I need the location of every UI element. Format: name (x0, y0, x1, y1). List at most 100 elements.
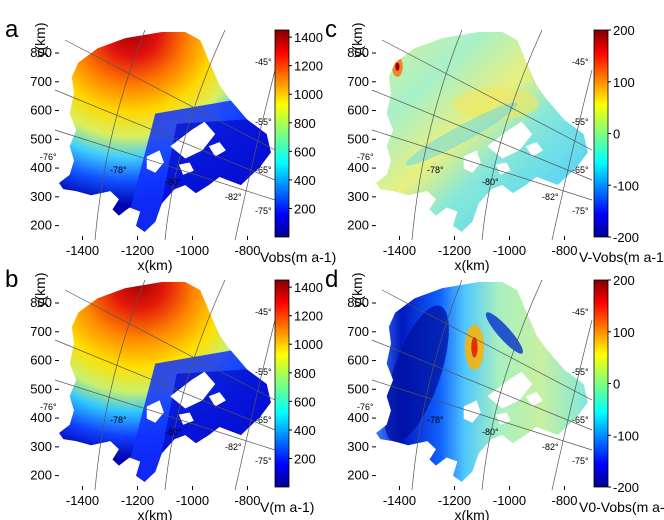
graticule-line (54, 379, 276, 451)
ice-rise-island (178, 412, 194, 425)
ice-rise-island (525, 392, 543, 407)
graticule-line (551, 69, 593, 241)
y-tick-label: 400 (30, 410, 52, 425)
x-tick-label: -1400 (66, 493, 99, 508)
colorbar-tick-label: 1000 (294, 337, 323, 352)
y-tick-label: 500 (30, 131, 52, 146)
longitude-label: -65° (255, 165, 272, 175)
longitude-label: -55° (572, 367, 589, 377)
latitude-label: -76° (357, 152, 374, 162)
colorbar (593, 29, 609, 238)
y-tick-label: 500 (347, 381, 369, 396)
longitude-label: -75° (255, 206, 272, 216)
graticule-line (54, 129, 276, 201)
graticule-line (371, 339, 593, 431)
colorbar-tick-label: 800 (294, 366, 316, 381)
graticule-line (54, 89, 276, 181)
graticule-line (64, 289, 276, 401)
ice-rise-island (208, 392, 226, 407)
y-tick-label: 600 (347, 103, 369, 118)
graticule-line (381, 39, 593, 151)
x-tick-label: -1200 (121, 493, 154, 508)
latitude-label: -80° (482, 177, 499, 187)
y-tick-label: 400 (347, 160, 369, 175)
longitude-label: -55° (572, 117, 589, 127)
y-tick-label: 600 (30, 103, 52, 118)
longitude-label: -75° (572, 456, 589, 466)
colorbar-tick-label: -100 (613, 178, 639, 193)
colorbar-tick-label: 1400 (294, 30, 323, 45)
colorbar-tick-label: -100 (613, 428, 639, 443)
y-tick-label: 700 (30, 324, 52, 339)
latitude-label: -80° (165, 177, 182, 187)
longitude-label: -65° (255, 415, 272, 425)
latitude-label: -82° (225, 192, 242, 202)
panel-letter: d (325, 266, 338, 293)
colorbar (274, 29, 290, 238)
latitude-label: -76° (40, 402, 57, 412)
longitude-label: -45° (255, 57, 272, 67)
ice-rise-island (208, 142, 226, 157)
graticule-line (551, 319, 593, 491)
longitude-label: -55° (255, 117, 272, 127)
ice-rise-island (463, 150, 481, 173)
x-tick-label: -1400 (383, 493, 416, 508)
latitude-label: -76° (40, 152, 57, 162)
ice-shelf-map (59, 282, 271, 482)
latitude-label: -76° (357, 402, 374, 412)
y-tick-label: 500 (30, 381, 52, 396)
anomaly-spot (395, 62, 400, 71)
x-tick-label: -1400 (66, 243, 99, 258)
colorbar-tick-label: 200 (613, 23, 635, 38)
colorbar-label: V0-Vobs(m a-1) (579, 499, 664, 515)
longitude-label: -65° (572, 165, 589, 175)
x-tick-label: -1200 (438, 243, 471, 258)
x-tick-label: -1000 (493, 493, 526, 508)
ice-rise-island (495, 162, 511, 175)
graticule-line (64, 39, 276, 151)
graticule-line (481, 29, 543, 241)
colorbar-tick-label: 800 (294, 116, 316, 131)
colorbar-tick-label: -200 (613, 230, 639, 245)
panel-letter: a (5, 16, 19, 43)
y-tick-label: 700 (347, 324, 369, 339)
panel-d: d -76° -78° -80° -82° -45° -55° -65° -75° -1400 -1… (325, 266, 664, 520)
colorbar (593, 279, 609, 488)
colorbar-tick-label: 400 (294, 423, 316, 438)
x-tick-label: -1000 (176, 493, 209, 508)
ice-shelf-map (59, 32, 271, 232)
y-tick-label: 200 (347, 468, 369, 483)
y-axis-label: y(km) (349, 273, 365, 308)
y-tick-label: 200 (347, 218, 369, 233)
x-axis-label: x(km) (138, 507, 173, 520)
y-tick-label: 400 (347, 410, 369, 425)
ice-rise-island (525, 142, 543, 157)
graticule-line (411, 279, 463, 491)
ice-rise-island (495, 412, 511, 425)
colorbar-tick-label: 0 (613, 127, 620, 142)
x-tick-label: -800 (551, 493, 577, 508)
panel-letter: b (5, 266, 18, 293)
y-tick-label: 300 (347, 439, 369, 454)
anomaly-spot (471, 337, 478, 358)
anomaly-band (485, 312, 523, 354)
longitude-label: -75° (255, 456, 272, 466)
y-tick-label: 300 (30, 439, 52, 454)
x-tick-label: -1400 (383, 243, 416, 258)
colorbar-tick-label: 1400 (294, 280, 323, 295)
y-tick-label: 500 (347, 131, 369, 146)
latitude-label: -82° (542, 442, 559, 452)
colorbar-tick-label: 600 (294, 144, 316, 159)
colorbar-tick-label: 1200 (294, 59, 323, 74)
anomaly-band (384, 305, 449, 443)
y-axis-label: y(km) (349, 23, 365, 58)
graticule-line (371, 129, 593, 201)
y-axis-label: y(km) (32, 273, 48, 308)
colorbar-tick-label: 1000 (294, 87, 323, 102)
longitude-label: -55° (255, 367, 272, 377)
panel-a: a -76° -78° -80° -82° -45° -55° -65° -75° -1400 -1… (5, 16, 336, 273)
graticule-line (411, 29, 463, 241)
graticule (371, 279, 593, 491)
colorbar-tick-label: 200 (294, 201, 316, 216)
y-tick-label: 300 (30, 189, 52, 204)
